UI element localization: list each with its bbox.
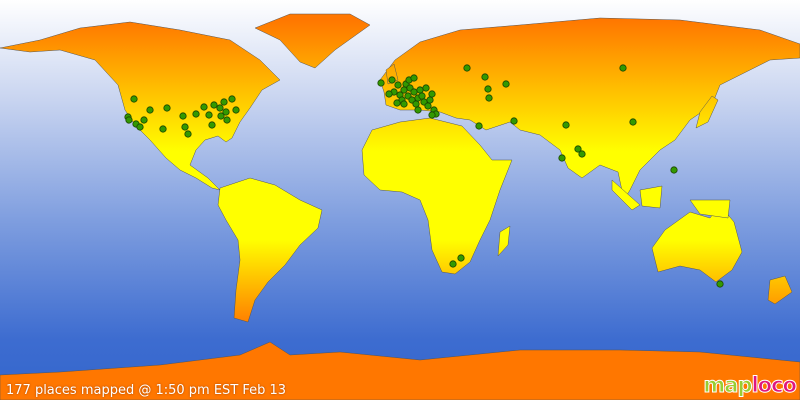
place-marker[interactable]: [216, 104, 224, 112]
new-zealand: [767, 275, 793, 305]
place-marker[interactable]: [416, 86, 424, 94]
place-marker[interactable]: [140, 116, 148, 124]
place-marker[interactable]: [130, 95, 138, 103]
place-marker[interactable]: [146, 106, 154, 114]
place-marker[interactable]: [428, 90, 436, 98]
place-marker[interactable]: [232, 106, 240, 114]
place-marker[interactable]: [163, 104, 171, 112]
place-marker[interactable]: [400, 86, 408, 94]
place-markers: [124, 64, 724, 288]
place-marker[interactable]: [217, 112, 225, 120]
place-marker[interactable]: [463, 64, 471, 72]
place-marker[interactable]: [179, 112, 187, 120]
place-marker[interactable]: [426, 96, 434, 104]
place-marker[interactable]: [410, 88, 418, 96]
place-marker[interactable]: [400, 100, 408, 108]
place-marker[interactable]: [385, 90, 393, 98]
place-marker[interactable]: [475, 122, 483, 130]
place-marker[interactable]: [629, 118, 637, 126]
madagascar: [497, 225, 511, 257]
place-marker[interactable]: [200, 103, 208, 111]
logo-part-map: map: [703, 373, 753, 398]
place-marker[interactable]: [428, 111, 436, 119]
place-marker[interactable]: [393, 99, 401, 107]
europe-asia: [379, 17, 800, 201]
place-marker[interactable]: [716, 280, 724, 288]
place-marker[interactable]: [422, 84, 430, 92]
place-marker[interactable]: [502, 80, 510, 88]
place-marker[interactable]: [159, 125, 167, 133]
place-marker[interactable]: [485, 94, 493, 102]
place-marker[interactable]: [574, 145, 582, 153]
place-marker[interactable]: [414, 106, 422, 114]
maploco-logo[interactable]: maploco: [703, 373, 798, 398]
place-marker[interactable]: [410, 74, 418, 82]
place-marker[interactable]: [205, 111, 213, 119]
place-marker[interactable]: [125, 116, 133, 124]
logo-part-loco: loco: [751, 373, 797, 398]
place-marker[interactable]: [510, 117, 518, 125]
place-marker[interactable]: [192, 110, 200, 118]
place-marker[interactable]: [670, 166, 678, 174]
landmasses: [0, 13, 800, 400]
place-marker[interactable]: [220, 98, 228, 106]
south-america: [217, 177, 323, 323]
place-marker[interactable]: [136, 123, 144, 131]
north-america: [0, 21, 281, 191]
place-marker[interactable]: [228, 95, 236, 103]
place-marker[interactable]: [210, 101, 218, 109]
antarctica: [0, 341, 800, 400]
place-marker[interactable]: [412, 100, 420, 108]
place-marker[interactable]: [388, 76, 396, 84]
place-marker[interactable]: [208, 121, 216, 129]
place-marker[interactable]: [184, 130, 192, 138]
place-marker[interactable]: [394, 81, 402, 89]
indonesia: [611, 179, 731, 219]
places-mapped-caption: 177 places mapped @ 1:50 pm EST Feb 13: [6, 383, 287, 398]
place-marker[interactable]: [619, 64, 627, 72]
greenland: [254, 13, 371, 69]
place-marker[interactable]: [457, 254, 465, 262]
place-marker[interactable]: [377, 79, 385, 87]
africa: [361, 117, 513, 275]
australia: [651, 204, 743, 283]
japan: [695, 95, 719, 129]
place-marker[interactable]: [222, 108, 230, 116]
place-marker[interactable]: [558, 154, 566, 162]
place-marker[interactable]: [481, 73, 489, 81]
place-marker[interactable]: [578, 150, 586, 158]
place-marker[interactable]: [223, 116, 231, 124]
place-marker[interactable]: [562, 121, 570, 129]
place-marker[interactable]: [418, 92, 426, 100]
place-marker[interactable]: [449, 260, 457, 268]
place-marker[interactable]: [424, 102, 432, 110]
place-marker[interactable]: [484, 85, 492, 93]
place-marker[interactable]: [181, 123, 189, 131]
